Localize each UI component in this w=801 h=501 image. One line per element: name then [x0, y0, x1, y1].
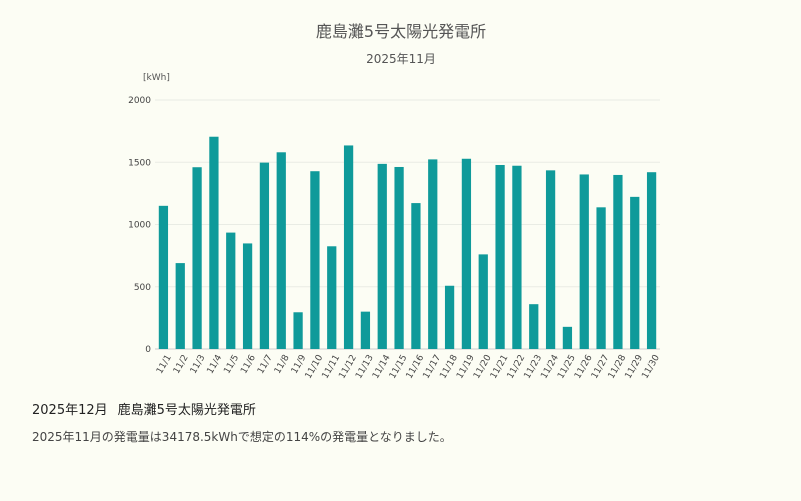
y-tick-label: 1500 — [128, 158, 151, 168]
bar-chart: 鹿島灘5号太陽光発電所 2025年11月 [kWh] 0 500 1000 1500 2… — [128, 22, 662, 381]
y-axis-unit-label: [kWh] — [143, 73, 170, 83]
bar — [579, 174, 589, 349]
bar — [478, 254, 488, 349]
y-axis-ticks: 0 500 1000 1500 2000 — [128, 96, 151, 355]
bar — [529, 304, 539, 349]
bar — [276, 152, 286, 349]
bar — [343, 145, 354, 349]
x-tick-label: 11/3 — [189, 353, 208, 376]
report-summary: 2025年11月の発電量は34178.5kWhで想定の114%の発電量となりまし… — [32, 430, 452, 444]
x-tick-label: 11/4 — [206, 353, 225, 376]
bar — [192, 167, 202, 349]
bar — [444, 285, 455, 349]
report-heading: 2025年12月 鹿島灘5号太陽光発電所 — [32, 399, 256, 418]
y-tick-label: 1000 — [128, 221, 151, 231]
report-plant-name: 鹿島灘5号太陽光発電所 — [117, 403, 256, 418]
x-tick-label: 11/30 — [640, 353, 662, 381]
bar — [293, 312, 303, 349]
bar — [411, 203, 421, 349]
x-axis-ticks: 11/111/211/311/411/511/611/711/811/911/1… — [155, 353, 662, 381]
bars — [158, 136, 657, 349]
bar — [512, 165, 522, 349]
y-tick-label: 2000 — [128, 96, 151, 106]
bar — [242, 243, 253, 349]
report-month: 2025年12月 — [32, 403, 108, 418]
bar — [461, 158, 472, 349]
bar — [495, 164, 505, 349]
bar — [360, 311, 371, 349]
bar — [158, 205, 169, 349]
bar — [613, 174, 623, 349]
chart-subtitle: 2025年11月 — [366, 52, 436, 66]
bar — [259, 162, 270, 349]
bar — [394, 166, 404, 349]
bar — [327, 246, 337, 349]
x-tick-label: 11/1 — [155, 353, 174, 376]
bar — [428, 159, 438, 349]
gridlines — [155, 99, 660, 350]
bar — [209, 136, 219, 349]
x-tick-label: 11/2 — [172, 353, 191, 376]
x-tick-label: 11/8 — [273, 353, 292, 376]
y-tick-label: 0 — [145, 345, 151, 355]
bar — [377, 163, 387, 349]
bar — [646, 172, 657, 349]
bar — [630, 196, 640, 349]
x-tick-label: 11/5 — [222, 353, 241, 376]
bar — [175, 263, 185, 349]
x-tick-label: 11/6 — [239, 353, 258, 376]
bar — [596, 207, 606, 349]
bar — [226, 232, 236, 349]
chart-title: 鹿島灘5号太陽光発電所 — [316, 22, 486, 41]
bar — [562, 326, 573, 349]
bar — [545, 170, 556, 349]
x-tick-label: 11/7 — [256, 353, 275, 376]
bar — [310, 171, 320, 349]
y-tick-label: 500 — [134, 283, 151, 293]
